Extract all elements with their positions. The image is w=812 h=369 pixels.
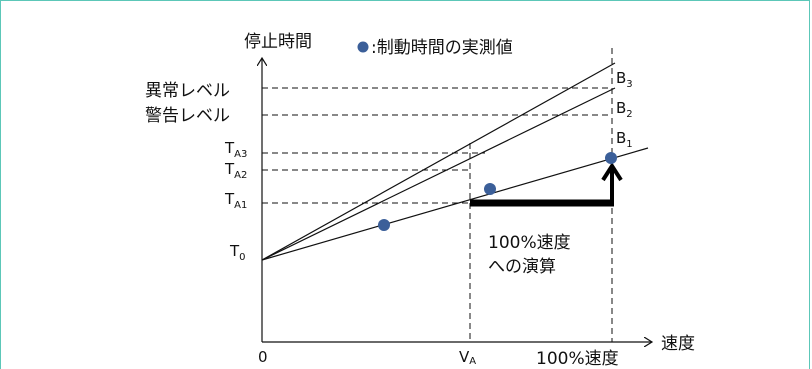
x-axis-title: 速度 xyxy=(661,334,695,354)
b3-line xyxy=(261,62,616,261)
data-point xyxy=(378,219,390,231)
b3-label: B3 xyxy=(616,69,633,90)
legend-text: :制動時間の実測値 xyxy=(371,38,513,58)
legend-marker-icon xyxy=(357,41,369,53)
data-point xyxy=(484,183,496,195)
origin-label: 0 xyxy=(258,348,268,366)
t0-label: T0 xyxy=(229,242,246,263)
data-point xyxy=(605,152,617,164)
annotation-line2: への演算 xyxy=(488,257,556,277)
warning-level-label: 警告レベル xyxy=(145,106,230,126)
ta3-label: TA3 xyxy=(224,139,247,160)
abnormal-level-label: 異常レベル xyxy=(145,81,230,101)
b1-label: B1 xyxy=(616,129,633,150)
b2-label: B2 xyxy=(616,99,633,120)
annotation-line1: 100%速度 xyxy=(488,233,571,253)
y-axis-title: 停止時間 xyxy=(244,32,312,52)
va-label: VA xyxy=(459,348,476,367)
ta1-label: TA1 xyxy=(224,190,247,211)
arrowhead xyxy=(601,162,623,182)
b2-line xyxy=(261,87,616,261)
full-speed-label: 100%速度 xyxy=(536,349,619,369)
b1-line xyxy=(261,147,649,261)
ta2-label: TA2 xyxy=(224,160,247,181)
